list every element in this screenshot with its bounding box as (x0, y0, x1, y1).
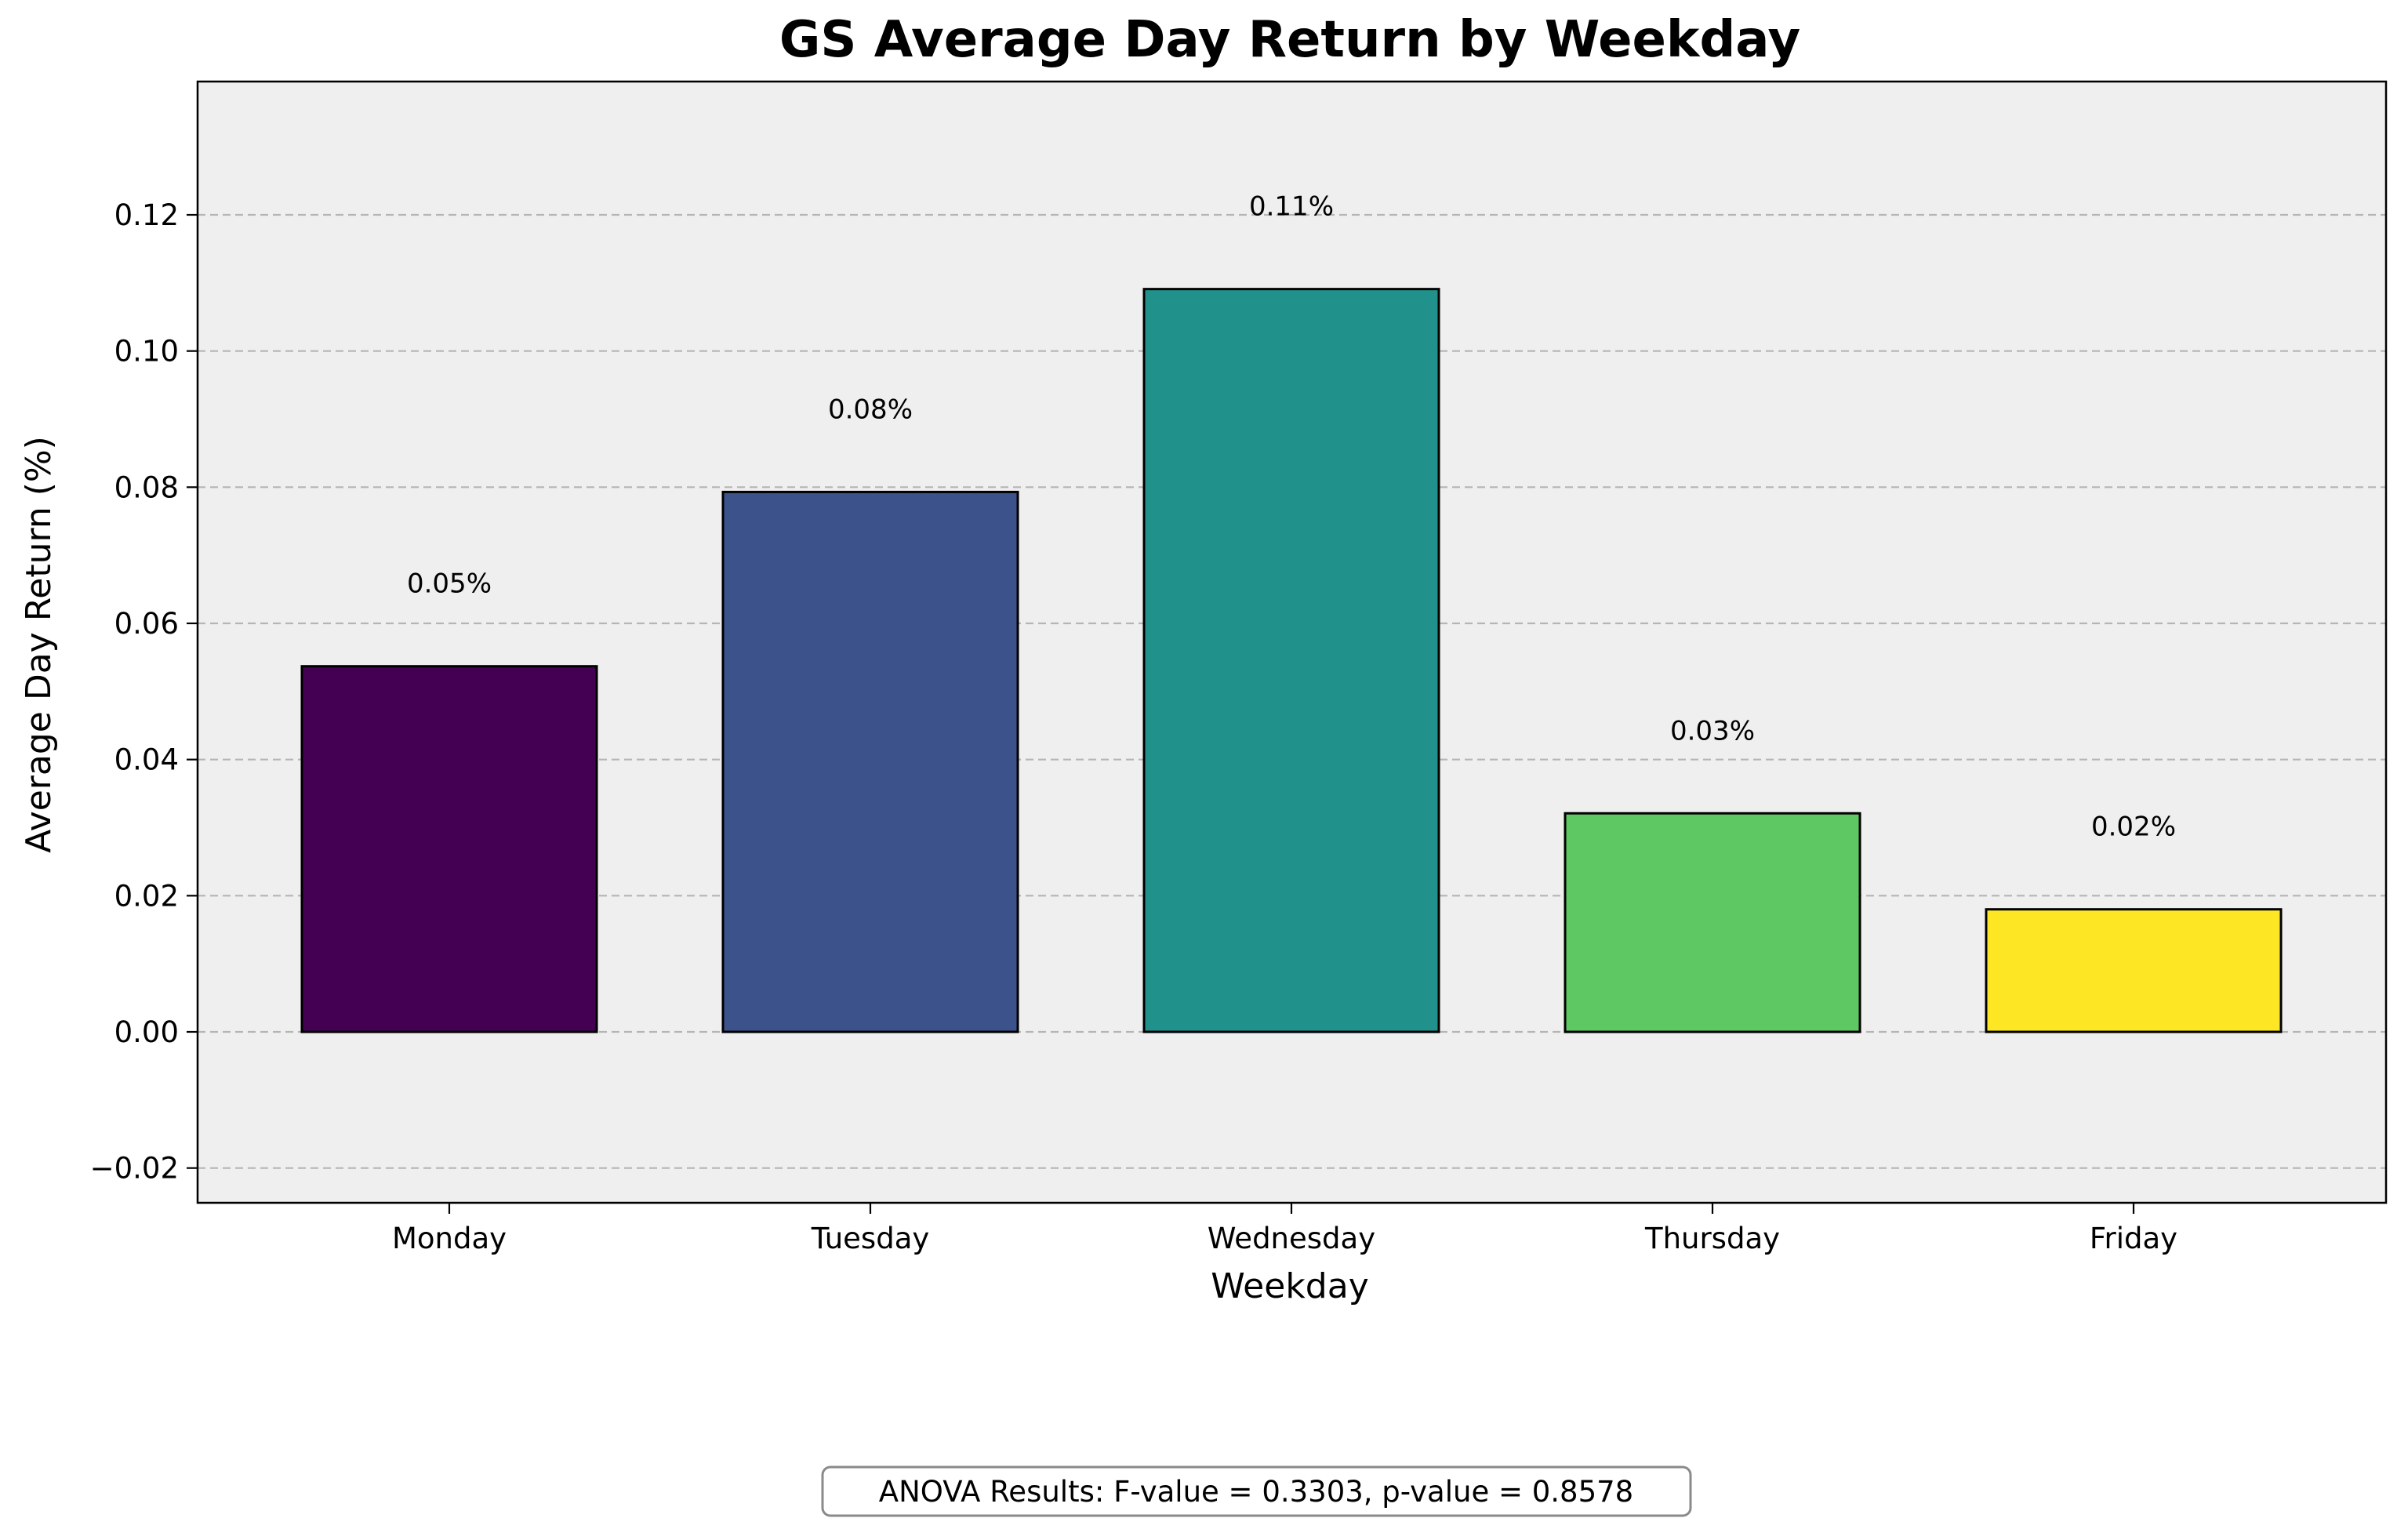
y-tick-label: 0.08 (114, 470, 179, 504)
bar-monday (300, 665, 598, 1033)
y-tick-label: 0.12 (114, 198, 179, 232)
bar-tuesday (721, 490, 1019, 1033)
data-labels: 0.05% 0.08% 0.11% 0.03% 0.02% (407, 191, 2176, 843)
data-label-monday: 0.05% (407, 568, 492, 600)
x-tick-label: Tuesday (811, 1222, 930, 1255)
x-axis-ticks: Monday Tuesday Wednesday Thursday Friday (392, 1203, 2177, 1255)
data-label-friday: 0.02% (2091, 812, 2176, 843)
x-tick-label: Thursday (1644, 1222, 1780, 1255)
data-label-tuesday: 0.08% (828, 394, 913, 425)
y-tick-label: 0.06 (114, 607, 179, 641)
data-label-wednesday: 0.11% (1249, 191, 1334, 223)
x-tick-label: Monday (392, 1222, 507, 1255)
data-label-thursday: 0.03% (1670, 715, 1755, 746)
bar-wednesday (1142, 288, 1440, 1033)
x-axis-label: Weekday (1211, 1266, 1368, 1306)
x-tick-label: Wednesday (1208, 1222, 1375, 1255)
anova-annotation: ANOVA Results: F-value = 0.3303, p-value… (879, 1475, 1633, 1509)
y-tick-label: 0.02 (114, 879, 179, 913)
bars (300, 288, 2283, 1033)
bar-friday (1985, 908, 2283, 1033)
x-tick-label: Friday (2090, 1222, 2177, 1255)
y-axis-ticks: −0.02 0.00 0.02 0.04 0.06 0.08 0.10 0.12 (90, 198, 198, 1186)
y-tick-label: 0.10 (114, 335, 179, 369)
y-tick-label: 0.00 (114, 1015, 179, 1049)
y-axis-label: Average Day Return (%) (19, 436, 59, 853)
annotation-box (821, 1465, 1692, 1517)
y-tick-label: −0.02 (90, 1152, 179, 1186)
bar-thursday (1564, 812, 1861, 1033)
chart-title: GS Average Day Return by Weekday (779, 11, 1800, 69)
y-tick-label: 0.04 (114, 743, 179, 777)
